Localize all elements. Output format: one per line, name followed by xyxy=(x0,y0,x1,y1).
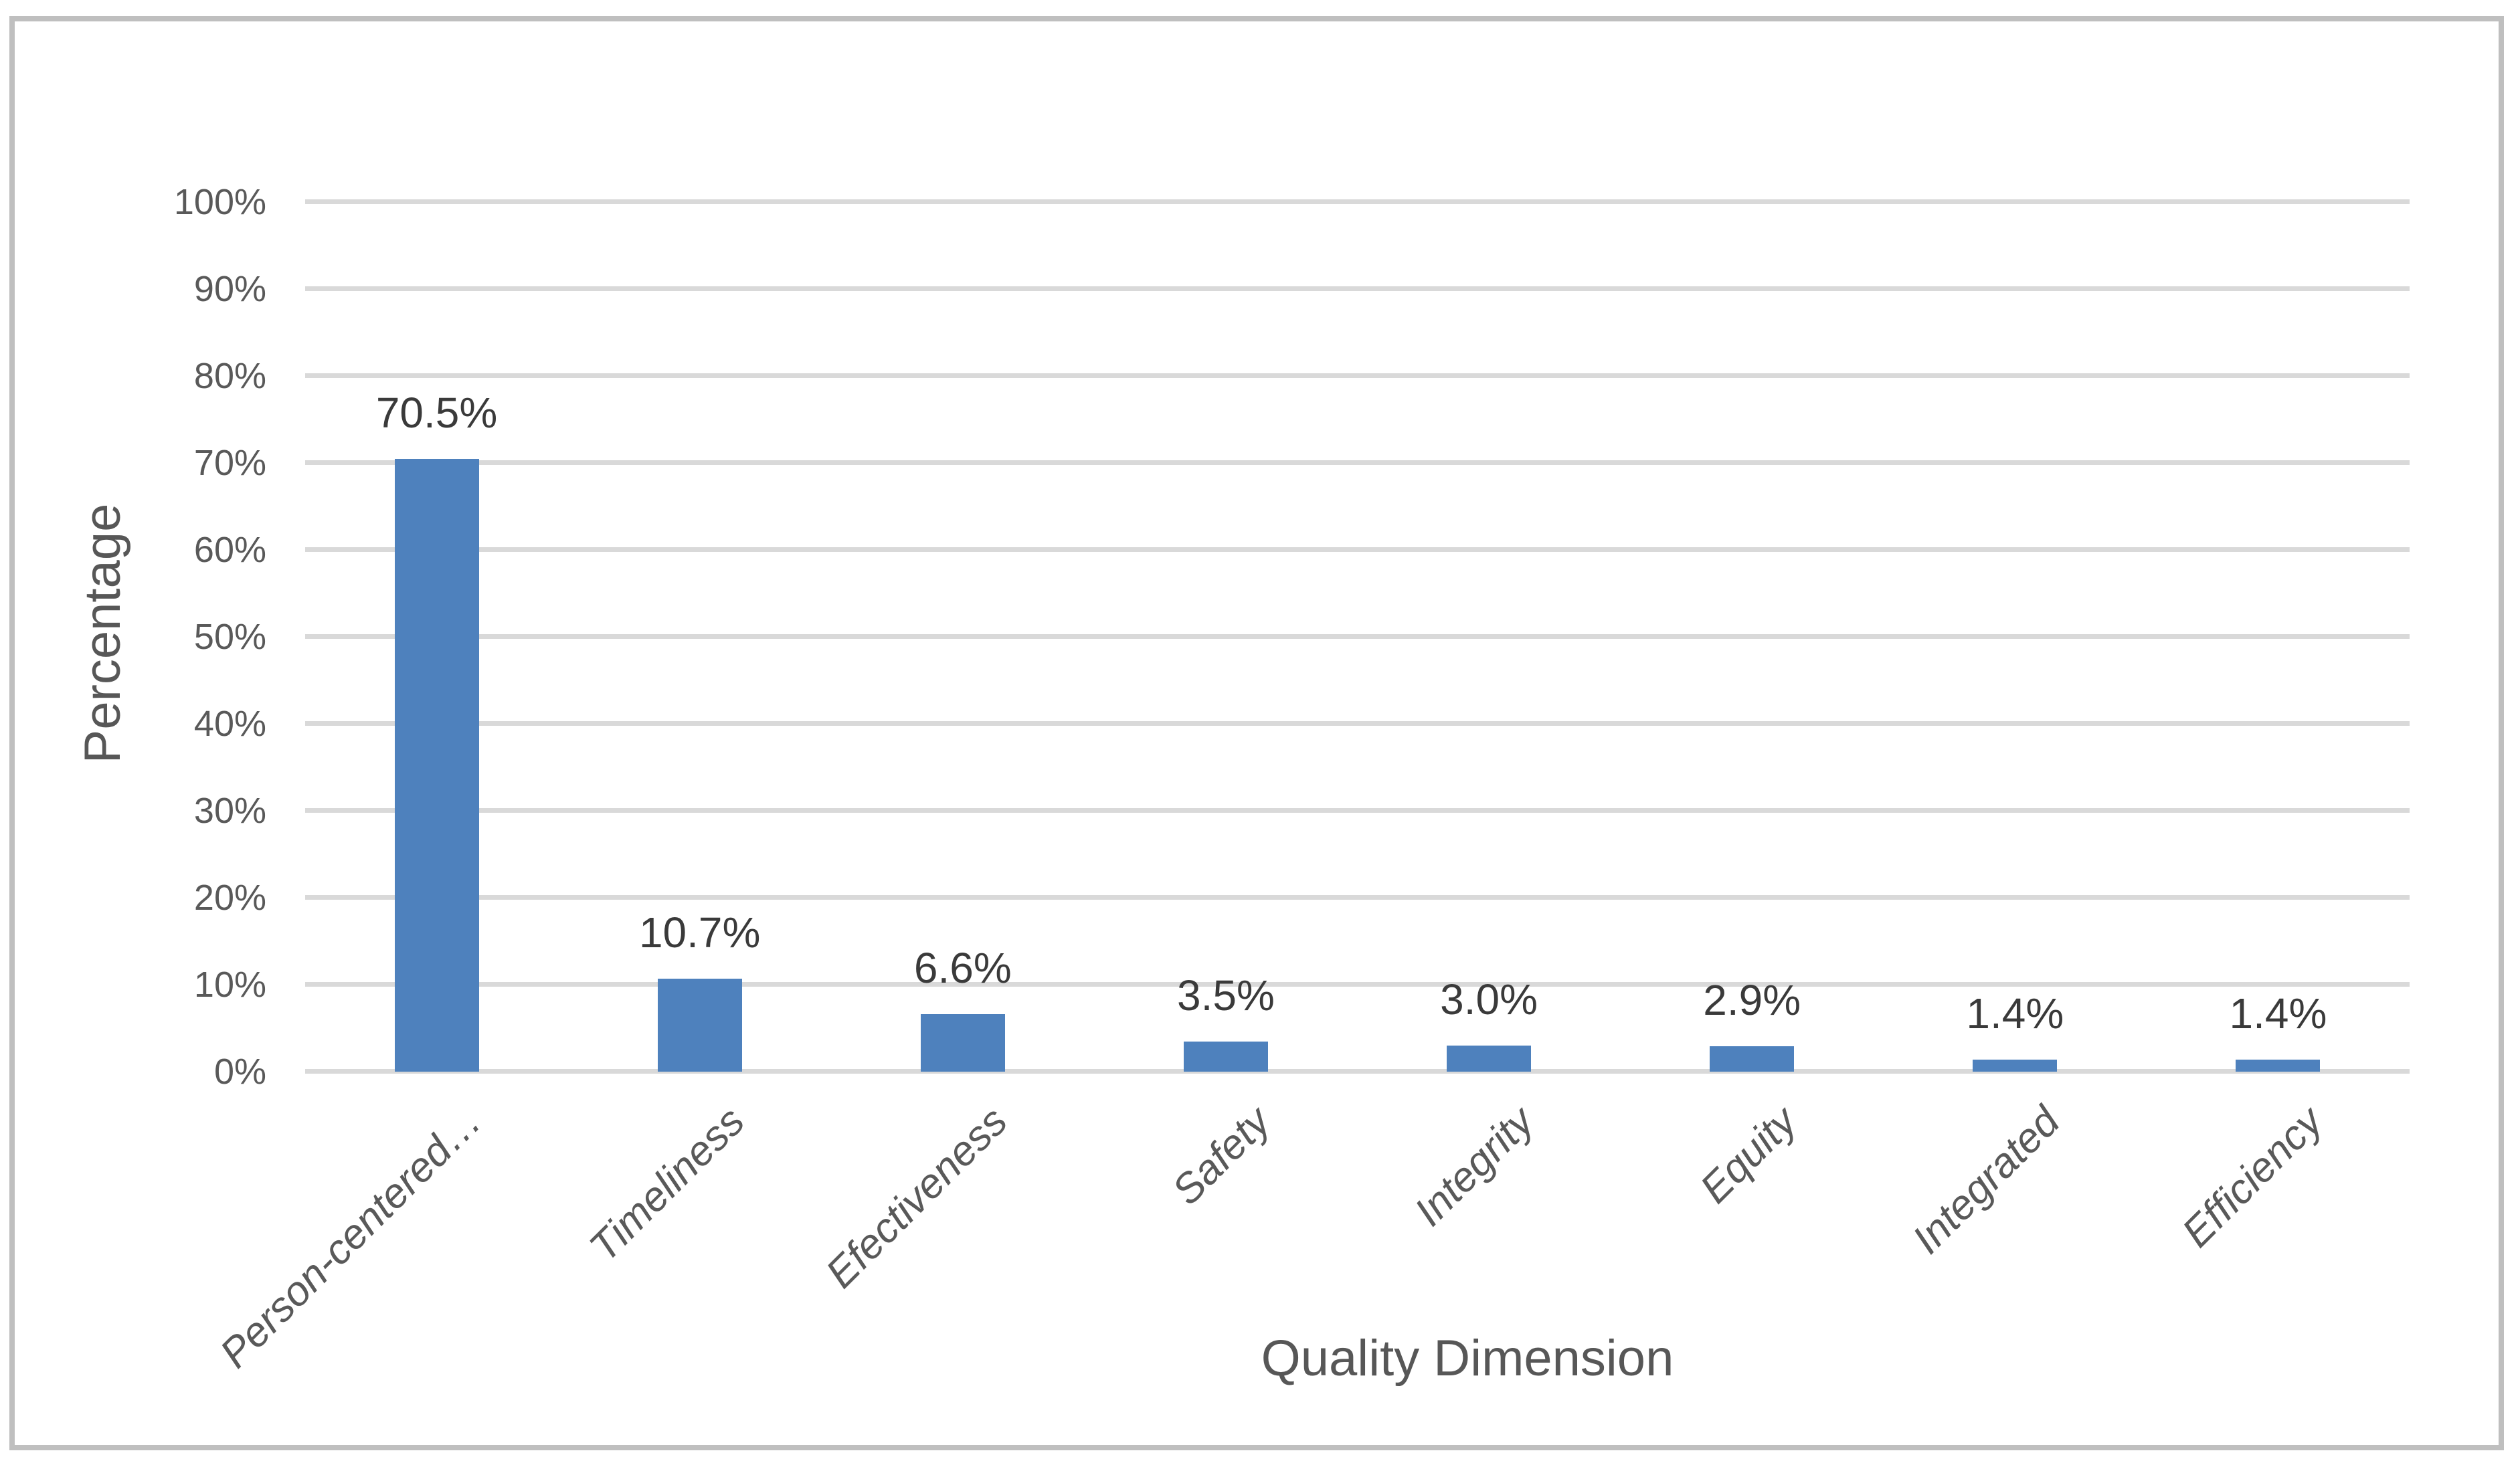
figure-border xyxy=(9,16,2504,1450)
y-tick-label: 40% xyxy=(193,704,266,744)
gridline xyxy=(305,721,2410,726)
bar xyxy=(2236,1059,2321,1072)
y-tick-label: 50% xyxy=(193,617,266,657)
bar-value-label: 70.5% xyxy=(375,388,498,437)
y-tick-label: 70% xyxy=(193,443,266,483)
gridline xyxy=(305,1069,2410,1074)
y-tick-label: 100% xyxy=(173,182,266,222)
bar xyxy=(1710,1046,1795,1072)
bar-value-label: 10.7% xyxy=(638,908,761,957)
gridline xyxy=(305,895,2410,900)
gridline xyxy=(305,199,2410,204)
bar-value-label: 6.6% xyxy=(913,944,1012,993)
gridline xyxy=(305,460,2410,465)
bar xyxy=(1183,1041,1268,1072)
y-tick-label: 10% xyxy=(193,965,266,1005)
bar xyxy=(920,1014,1005,1072)
y-tick-label: 90% xyxy=(193,269,266,309)
y-tick-label: 80% xyxy=(193,356,266,396)
bar xyxy=(1447,1046,1532,1072)
bar-value-label: 3.0% xyxy=(1440,975,1538,1023)
y-tick-label: 30% xyxy=(193,791,266,831)
y-tick-label: 20% xyxy=(193,878,266,918)
gridline xyxy=(305,982,2410,987)
gridline xyxy=(305,286,2410,291)
gridline xyxy=(305,634,2410,639)
bar xyxy=(1973,1059,2058,1072)
y-tick-label: 0% xyxy=(213,1052,266,1092)
gridline xyxy=(305,373,2410,378)
bar-value-label: 1.4% xyxy=(2229,989,2327,1038)
y-tick-label: 60% xyxy=(193,530,266,570)
bar-value-label: 3.5% xyxy=(1177,971,1275,1019)
gridline xyxy=(305,547,2410,552)
gridline xyxy=(305,808,2410,813)
bar xyxy=(394,458,479,1072)
bar xyxy=(657,978,742,1072)
x-axis-title: Quality Dimension xyxy=(1261,1330,1674,1387)
bar-value-label: 2.9% xyxy=(1703,976,1801,1025)
bar-value-label: 1.4% xyxy=(1966,989,2064,1038)
